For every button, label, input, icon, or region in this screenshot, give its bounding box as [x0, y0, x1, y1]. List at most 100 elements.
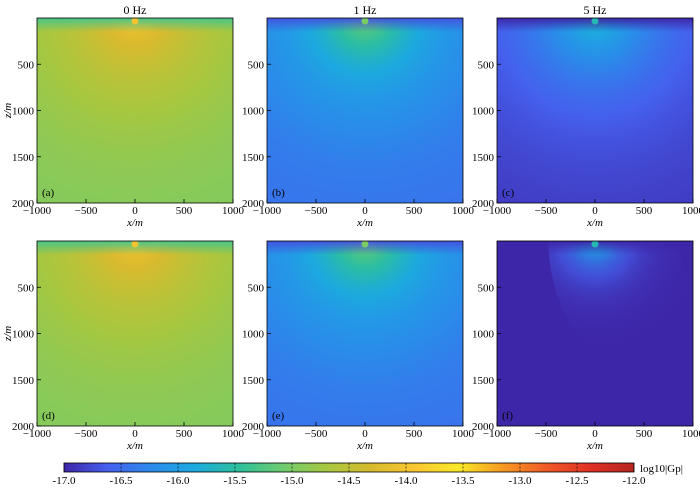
colorbar-tick-label: -16.5 — [110, 475, 133, 487]
colorbar-tick-label: -15.0 — [281, 475, 304, 487]
source-point — [131, 241, 139, 248]
y-tick-label: 500 — [18, 282, 35, 294]
x-tick-label: −1000 — [23, 428, 52, 440]
x-tick-label: −500 — [75, 205, 98, 217]
x-tick-label: 0 — [362, 428, 368, 440]
colorbar-tick-label: -16.0 — [167, 475, 190, 487]
panel-b: −1000 −500 0 500 1000 500 1000 1500 2000 x/m 1 Hz (… — [242, 3, 475, 229]
y-tick-label: 1500 — [242, 152, 265, 164]
heatmap-field — [497, 18, 693, 203]
y-tick-label: 2000 — [242, 198, 265, 210]
x-tick-label: −1000 — [23, 205, 52, 217]
x-tick-label: −1000 — [253, 205, 282, 217]
x-tick-label: −500 — [75, 428, 98, 440]
panel-label: (c) — [502, 187, 515, 199]
colorbar-tick-label: -12.0 — [623, 475, 646, 487]
x-tick-label: 500 — [176, 428, 193, 440]
y-tick-label: 1000 — [472, 329, 495, 341]
colorbar-tick-label: -14.5 — [338, 475, 361, 487]
column-title: 1 Hz — [354, 3, 377, 17]
x-tick-label: 500 — [636, 205, 653, 217]
x-tick-label: 500 — [636, 428, 653, 440]
heatmap-field — [37, 18, 233, 203]
source-point — [131, 18, 139, 25]
y-tick-label: 1000 — [472, 106, 495, 118]
x-tick-label: −500 — [535, 428, 558, 440]
panel-label: (b) — [272, 187, 285, 199]
source-point — [361, 18, 369, 25]
column-title: 5 Hz — [584, 3, 607, 17]
x-tick-label: 1000 — [222, 205, 245, 217]
source-point — [591, 18, 599, 25]
colorbar-label: log10|Gp| — [640, 463, 683, 475]
y-tick-label: 2000 — [12, 421, 35, 433]
panel-c: −1000 −500 0 500 1000 500 1000 1500 2000 x/m 5 Hz (… — [472, 3, 700, 229]
heatmap-field — [497, 241, 693, 426]
panel-d: −1000 −500 0 500 1000 500 1000 1500 2000 x/m z/m (d… — [2, 240, 245, 452]
y-tick-label: 2000 — [472, 198, 495, 210]
x-tick-label: −500 — [305, 205, 328, 217]
x-tick-label: 1000 — [452, 205, 475, 217]
y-tick-label: 2000 — [472, 421, 495, 433]
x-axis-label: x/m — [586, 217, 603, 229]
y-tick-label: 1000 — [242, 329, 265, 341]
y-axis-label: z/m — [2, 103, 14, 119]
heatmap-field — [267, 18, 463, 203]
panel-label: (a) — [42, 187, 55, 199]
y-tick-label: 500 — [478, 282, 495, 294]
colorbar-tick-label: -13.5 — [452, 475, 475, 487]
x-tick-label: −1000 — [483, 428, 512, 440]
y-tick-label: 2000 — [12, 198, 35, 210]
y-tick-label: 500 — [18, 59, 35, 71]
x-axis-label: x/m — [126, 217, 143, 229]
heatmap-field — [37, 241, 233, 426]
x-tick-label: 0 — [132, 428, 138, 440]
heatmap-field — [267, 241, 463, 426]
x-tick-label: 500 — [406, 428, 423, 440]
panel-label: (f) — [502, 410, 513, 422]
x-tick-label: 500 — [406, 205, 423, 217]
y-tick-label: 500 — [478, 59, 495, 71]
panel-f: −1000 −500 0 500 1000 500 1000 1500 2000 x/m (f) — [472, 240, 700, 452]
x-axis-label: x/m — [126, 440, 143, 452]
panel-label: (e) — [272, 410, 285, 422]
x-tick-label: 1000 — [452, 428, 475, 440]
column-title: 0 Hz — [124, 3, 147, 17]
x-tick-label: −500 — [535, 205, 558, 217]
x-tick-label: 0 — [592, 428, 598, 440]
x-axis-label: x/m — [586, 440, 603, 452]
y-tick-label: 1500 — [472, 375, 495, 387]
colorbar-tick-label: -15.5 — [224, 475, 247, 487]
x-tick-label: 1000 — [682, 205, 700, 217]
source-point — [361, 241, 369, 248]
y-tick-label: 1000 — [12, 106, 35, 118]
x-tick-label: −1000 — [253, 428, 282, 440]
y-tick-label: 2000 — [242, 421, 265, 433]
x-axis-label: x/m — [356, 217, 373, 229]
x-tick-label: 1000 — [682, 428, 700, 440]
x-tick-label: 0 — [362, 205, 368, 217]
colorbar-tick-label: -13.0 — [509, 475, 532, 487]
y-tick-label: 500 — [248, 59, 265, 71]
y-tick-label: 1000 — [12, 329, 35, 341]
x-tick-label: 0 — [592, 205, 598, 217]
x-tick-label: −1000 — [483, 205, 512, 217]
x-tick-label: −500 — [305, 428, 328, 440]
colorbar: -17.0 -16.5 -16.0 -15.5 -15.0 -14.5 -14.0 -13.5… — [53, 462, 683, 487]
colorbar-tick-label: -17.0 — [53, 475, 76, 487]
y-axis-label: z/m — [2, 326, 14, 342]
y-tick-label: 1500 — [242, 375, 265, 387]
colorbar-tick-label: -12.5 — [566, 475, 589, 487]
x-tick-label: 1000 — [222, 428, 245, 440]
x-tick-label: 0 — [132, 205, 138, 217]
y-tick-label: 1500 — [12, 375, 35, 387]
source-point — [591, 241, 599, 248]
y-tick-label: 1500 — [472, 152, 495, 164]
y-tick-label: 500 — [248, 282, 265, 294]
colorbar-tick-label: -14.0 — [395, 475, 418, 487]
panels: −1000 −500 0 500 1000 500 1000 1500 2000 x/m z/m 0 … — [2, 3, 700, 452]
y-tick-label: 1500 — [12, 152, 35, 164]
panel-a: −1000 −500 0 500 1000 500 1000 1500 2000 x/m z/m 0 … — [2, 3, 245, 229]
panel-e: −1000 −500 0 500 1000 500 1000 1500 2000 x/m (e) — [242, 240, 475, 452]
